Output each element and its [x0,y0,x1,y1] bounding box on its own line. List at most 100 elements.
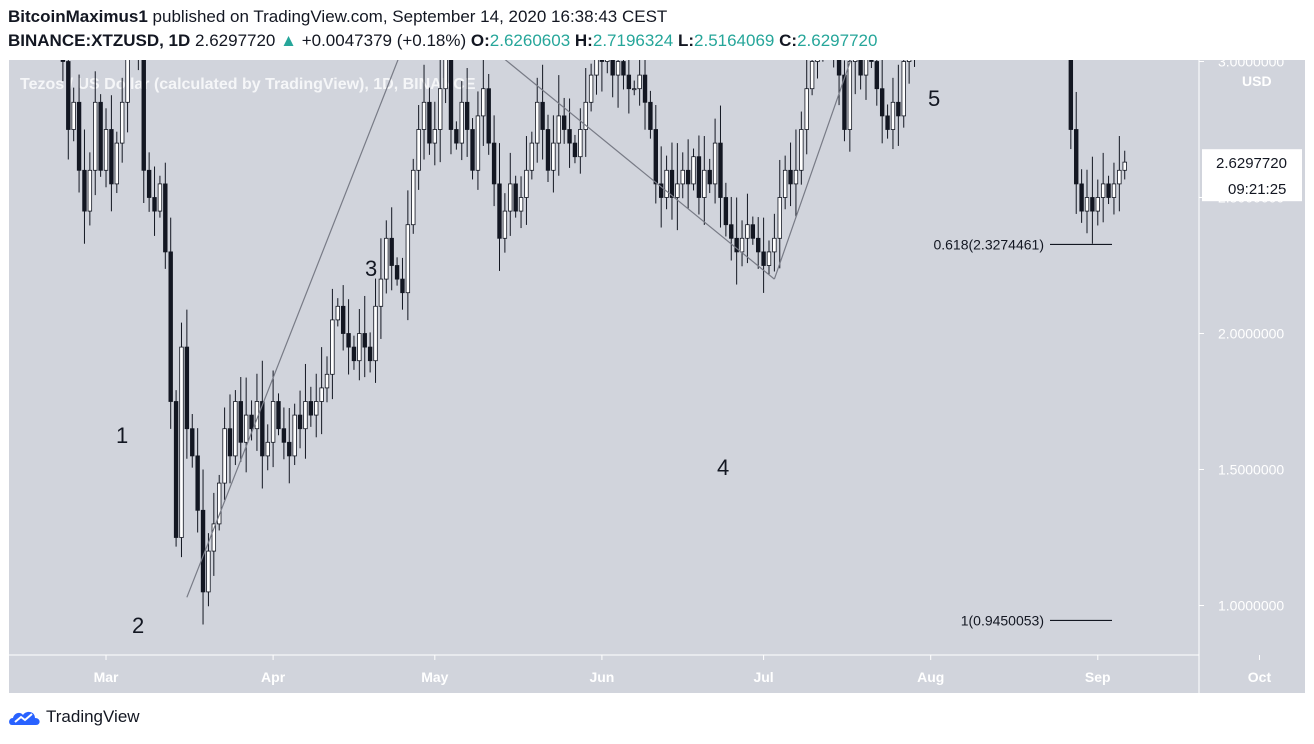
wave-label-4: 4 [717,455,729,480]
candle-body [729,224,734,239]
candle-body [427,101,432,144]
x-tick-label: Sep [1085,669,1111,685]
candle-body [281,428,287,443]
candle-body [384,237,389,280]
candle-body [1111,183,1117,198]
candle-body [906,60,912,62]
candle-body [1106,183,1111,198]
candle-body [788,169,793,185]
candle-body [772,237,777,253]
candle-body [610,60,615,76]
candle-body [195,455,200,511]
candle-body [448,60,454,130]
y-tick-label: 1.5000000 [1218,462,1284,478]
candlestick-chart[interactable]: Tezos / US Dollar (calculated by Trading… [9,60,1305,693]
candle-body [114,142,119,185]
candle-body [842,74,847,130]
candle-body [879,88,885,117]
footer: TradingView [8,707,140,727]
tradingview-cloud-icon[interactable] [8,707,42,727]
candle-body [87,169,93,212]
candle-body [702,169,707,198]
candle-body [146,169,152,198]
x-tick-label: Jun [589,669,614,685]
candle-body [443,60,448,90]
candle-body [82,169,87,212]
candle-body [632,88,637,91]
candle-body [750,224,756,239]
candle-body [330,319,335,375]
time-axis [9,655,1199,693]
wave-line [186,60,399,598]
candle-body [432,129,438,144]
candle-body [260,401,265,457]
close-value: 2.6297720 [797,31,878,50]
wave-label-2: 2 [132,613,144,638]
candle-body [599,60,605,62]
candle-body [340,305,346,334]
candle-body [513,183,518,212]
candle-body [1074,129,1079,185]
candle-body [141,60,146,171]
candle-body [696,156,702,198]
candle-body [853,60,858,62]
last-price: 2.6297720 [195,31,276,50]
countdown-timer: 09:21:25 [1228,181,1286,198]
candle-body [491,142,497,185]
candle-body [669,169,675,198]
candle-body [351,346,357,362]
candle-body [437,88,443,130]
candle-body [125,60,130,103]
chart-container[interactable]: Tezos / US Dollar (calculated by Trading… [9,60,1305,693]
candle-body [475,115,481,171]
low-label: L: [677,31,695,50]
wave-label-1: 1 [116,423,128,448]
candle-body [459,101,464,144]
author-name[interactable]: BitcoinMaximus1 [8,7,148,26]
candle-body [217,482,222,525]
candle-body [71,101,76,130]
candle-body [1095,197,1100,212]
x-tick-label: May [421,669,448,685]
candle-body [836,60,842,76]
candle-body [163,183,168,253]
candle-body [367,346,373,362]
candle-body [804,88,809,130]
candle-body [901,61,906,117]
up-arrow-icon: ▲ [280,31,297,50]
candle-body [362,333,367,348]
candle-body [173,401,179,538]
x-tick-label: Mar [94,669,119,685]
candle-body [1122,161,1127,171]
wave-line [504,60,775,280]
high-label: H: [574,31,593,50]
brand-name[interactable]: TradingView [46,707,140,726]
wave-label-3: 3 [365,256,377,281]
low-value: 2.5164069 [694,31,775,50]
candle-body [303,401,308,430]
candle-body [680,169,685,185]
candle-body [1068,60,1074,130]
candle-body [373,305,378,362]
candle-body [276,401,281,430]
candle-body [588,74,594,103]
candle-body [405,224,411,294]
publish-line: BitcoinMaximus1 published on TradingView… [8,7,667,27]
candle-body [378,278,384,307]
candle-body [745,224,750,239]
candle-body [314,401,319,416]
candle-body [707,169,712,185]
candle-body [292,414,297,457]
candle-body [1084,197,1090,212]
candle-body [863,60,869,76]
candle-body [206,550,211,593]
candle-body [793,169,799,185]
y-tick-label: 2.0000000 [1218,326,1284,342]
candle-body [502,210,508,239]
candle-body [486,88,491,144]
candle-body [718,142,723,198]
candle-body [389,237,394,266]
candle-body [270,401,276,443]
candle-body [481,88,486,117]
candle-body [98,101,103,171]
